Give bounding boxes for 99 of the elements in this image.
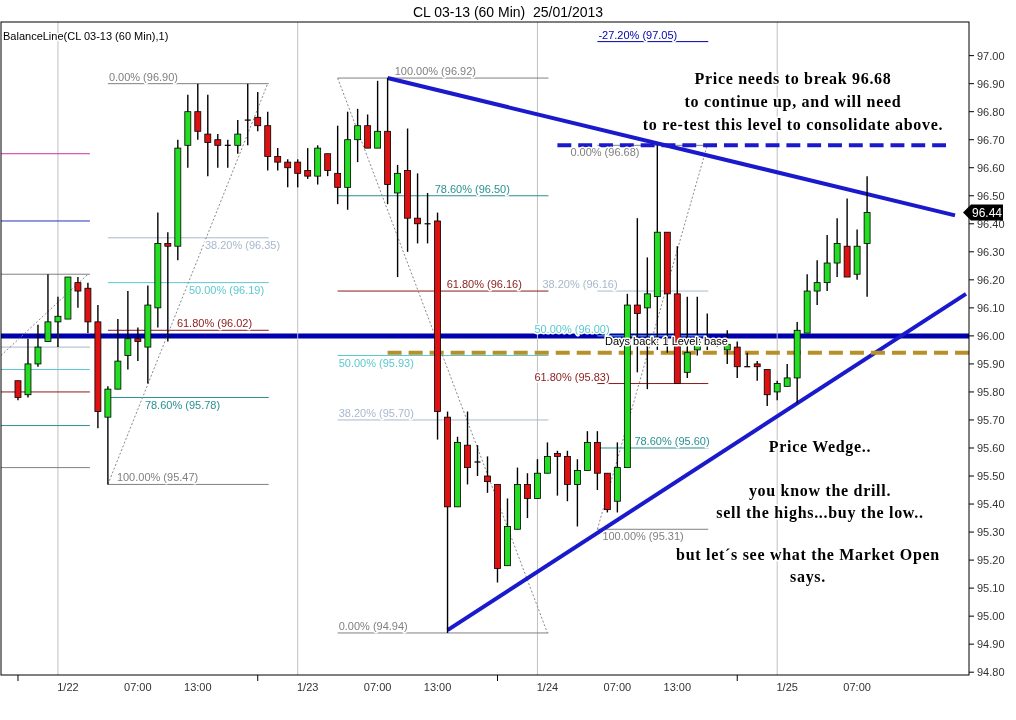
series-label: 50.00% (95.93) [338,356,414,369]
y-tick-label: 96.00 [977,329,1005,342]
candlestick [244,82,252,147]
candlestick [823,234,831,292]
candlestick [394,164,401,278]
series-label: 100.00% (95.31) [602,530,684,543]
annotation: Price Wedge.. [768,438,872,456]
series-label: 78.60% (95.78) [144,398,221,411]
x-tick-label: 07:00 [603,681,632,693]
y-tick-label: 96.40 [977,217,1005,230]
candlestick [124,290,132,371]
y-tick-label: 96.60 [977,161,1005,174]
y-tick-label: 95.80 [977,385,1005,398]
candlestick [304,147,312,180]
candlestick [813,259,821,306]
candlestick [34,323,42,368]
series-label: 61.80% (96.16) [446,278,522,291]
y-tick-label: 94.80 [977,666,1005,679]
series-label: 100.00% (96.92) [394,65,476,78]
annotation: BalanceLine(CL 03-13 (60 Min),1) [3,30,169,42]
candlestick [544,441,551,474]
candlestick [414,172,421,245]
candlestick [574,458,581,528]
y-tick-label: 95.30 [977,526,1005,539]
y-tick-label: 96.10 [977,301,1005,314]
series-label: 38.20% (96.35) [204,238,281,251]
series-label: 61.80% (96.02) [176,317,253,330]
candlestick [524,472,531,519]
candlestick [74,276,82,309]
candlestick [354,108,362,163]
candlestick [464,410,471,486]
series-label: 0.00% (96.90) [108,70,178,83]
candlestick [194,82,202,141]
x-tick-label: 1/23 [296,681,319,693]
candlestick [334,125,342,205]
x-tick-label: 1/25 [776,681,798,693]
y-tick-label: 95.50 [977,470,1005,483]
candlestick [733,340,741,379]
candlestick [274,147,282,172]
candlestick [234,119,242,155]
candlestick [214,133,222,169]
candlestick [554,450,561,497]
candlestick [753,360,761,382]
x-tick-label: 13:00 [184,681,212,693]
y-tick-label: 95.00 [977,610,1005,623]
x-tick-label: 1/24 [536,681,559,693]
candlestick [204,94,212,177]
candlestick [164,231,172,343]
candlestick [254,91,262,132]
series-label: 50.00% (96.00) [534,322,610,335]
text: 96.44 [971,205,1003,220]
candlestick [473,444,482,477]
candlestick [773,380,781,402]
y-tick-label: 96.30 [977,245,1005,258]
series-label: 50.00% (96.19) [188,283,265,296]
series-label: 38.20% (96.16) [542,278,618,291]
candlestick [484,455,491,494]
x-tick-label: 07:00 [843,681,871,693]
series-label: -27.20% (97.05) [598,28,678,41]
annotation: but let´s see what the Market Open says. [676,546,940,586]
x-tick-label: 1/22 [57,681,79,693]
series-label: 61.80% (95.83) [534,370,610,383]
candlestick [284,158,292,189]
x-tick-label: 13:00 [423,681,452,693]
y-tick-label: 97.00 [977,49,1005,62]
candlestick [374,80,382,149]
series-label: 0.00% (96.68) [570,146,640,159]
y-tick-label: 96.20 [977,273,1005,286]
candlestick [324,153,332,177]
y-tick-label: 96.90 [977,77,1005,90]
candlestick [294,158,302,189]
y-tick-label: 94.90 [977,638,1005,651]
annotation: you know the drill. sell the highs...buy the low.. [716,482,924,522]
y-tick-label: 95.20 [977,554,1005,567]
candlestick [134,326,142,362]
y-tick-label: 96.80 [977,105,1005,118]
y-tick-label: 95.60 [977,441,1005,454]
y-tick-label: 96.70 [977,133,1005,146]
y-tick-label: 95.90 [977,357,1005,370]
x-tick-label: 07:00 [363,681,392,693]
candlestick [783,363,791,388]
chart-title: CL 03-13 (60 Min) 25/01/2013 [412,4,604,20]
series-label: 0.00% (94.94) [338,619,408,632]
annotation: Price needs to break 96.68 to continue up, and will need to re-test this level to consolidate above. [642,70,944,133]
series-label: 78.60% (95.60) [634,434,710,447]
y-tick-label: 96.50 [977,189,1005,202]
candlestick [14,380,22,402]
candlestick [833,217,841,278]
candlestick [364,113,372,149]
x-tick-label: 07:00 [124,681,152,693]
series-label: 100.00% (95.47) [116,471,199,484]
y-tick-label: 95.10 [977,582,1005,595]
x-tick-label: 13:00 [663,681,692,693]
y-tick-label: 95.70 [977,413,1005,426]
candlestick [44,273,52,343]
candlestick [54,295,62,348]
series-label: 78.60% (96.50) [434,182,510,195]
y-tick-label: 95.40 [977,498,1005,511]
series-label: 38.20% (95.70) [338,406,414,419]
